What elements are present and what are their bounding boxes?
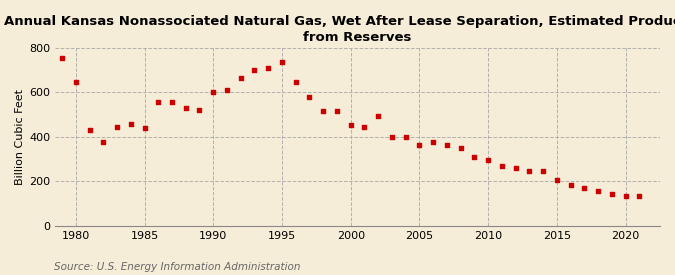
Point bbox=[565, 183, 576, 187]
Title: Annual Kansas Nonassociated Natural Gas, Wet After Lease Separation, Estimated P: Annual Kansas Nonassociated Natural Gas,… bbox=[5, 15, 675, 44]
Point bbox=[263, 66, 273, 70]
Point bbox=[620, 194, 631, 198]
Point bbox=[441, 142, 452, 147]
Point bbox=[428, 140, 439, 145]
Point bbox=[139, 126, 150, 130]
Point bbox=[510, 166, 521, 170]
Point bbox=[538, 169, 549, 174]
Point bbox=[98, 140, 109, 145]
Point bbox=[221, 88, 232, 92]
Point bbox=[277, 60, 288, 65]
Point bbox=[469, 155, 480, 159]
Point bbox=[483, 158, 493, 163]
Point bbox=[111, 125, 122, 129]
Point bbox=[57, 56, 68, 60]
Point bbox=[290, 80, 301, 85]
Point bbox=[249, 68, 260, 72]
Y-axis label: Billion Cubic Feet: Billion Cubic Feet bbox=[15, 89, 25, 185]
Point bbox=[236, 76, 246, 80]
Point bbox=[414, 142, 425, 147]
Text: Source: U.S. Energy Information Administration: Source: U.S. Energy Information Administ… bbox=[54, 262, 300, 272]
Point bbox=[84, 128, 95, 133]
Point bbox=[524, 169, 535, 174]
Point bbox=[593, 189, 603, 194]
Point bbox=[126, 121, 136, 126]
Point bbox=[304, 95, 315, 99]
Point bbox=[606, 191, 617, 196]
Point bbox=[318, 109, 329, 114]
Point bbox=[70, 80, 81, 85]
Point bbox=[455, 146, 466, 150]
Point bbox=[497, 164, 508, 168]
Point bbox=[387, 135, 398, 139]
Point bbox=[634, 194, 645, 198]
Point bbox=[551, 178, 562, 183]
Point bbox=[167, 100, 178, 105]
Point bbox=[208, 90, 219, 95]
Point bbox=[194, 108, 205, 112]
Point bbox=[400, 135, 411, 139]
Point bbox=[331, 109, 342, 114]
Point bbox=[359, 125, 370, 129]
Point bbox=[180, 106, 191, 110]
Point bbox=[346, 122, 356, 127]
Point bbox=[153, 100, 163, 105]
Point bbox=[373, 114, 383, 118]
Point bbox=[579, 186, 590, 190]
